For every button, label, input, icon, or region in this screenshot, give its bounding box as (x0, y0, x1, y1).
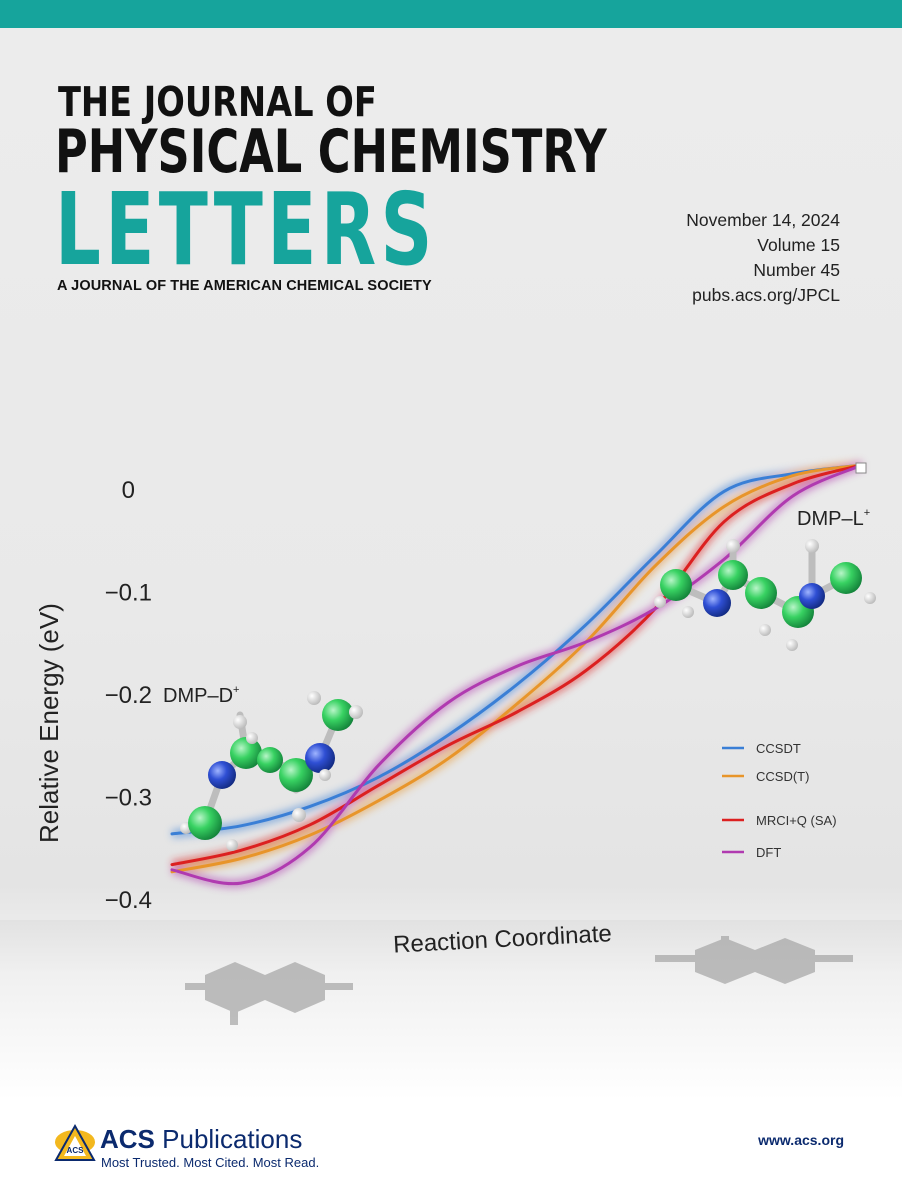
dmp-d-molecule (180, 691, 363, 851)
curve-end-marker (855, 462, 867, 474)
acs-website-link[interactable]: www.acs.org (758, 1132, 844, 1148)
legend-label-ccsd-t: CCSD(T) (756, 769, 809, 784)
y-tick-label: −0.4 (105, 887, 152, 914)
dmp-l-label: DMP–L+ (797, 507, 870, 530)
issue-url[interactable]: pubs.acs.org/JPCL (692, 285, 840, 305)
issue-number: Number 45 (753, 260, 840, 280)
y-axis-ticks: 0 −0.1 −0.2 −0.3 −0.4 (105, 477, 152, 914)
acs-logo-icon: ACS (54, 1123, 96, 1161)
dmp-d-label: DMP–D+ (163, 684, 239, 707)
series-line-ccsd-t (170, 463, 864, 874)
journal-title-line2: PHYSICAL CHEMISTRY (55, 117, 607, 187)
y-axis-label: Relative Energy (eV) (34, 603, 64, 843)
y-tick-label: −0.2 (105, 682, 152, 709)
journal-title-line1: THE JOURNAL OF (58, 78, 377, 126)
svg-text:ACS: ACS (67, 1146, 85, 1155)
series-line-dft (170, 463, 864, 886)
right-shadow-graphic (655, 936, 853, 984)
x-axis-label: Reaction Coordinate (392, 920, 612, 958)
legend-label-mrci-q-sa: MRCI+Q (SA) (756, 813, 837, 828)
energy-chart: 0 −0.1 −0.2 −0.3 −0.4 Relative Energy (eV) R… (34, 461, 876, 1025)
acs-tagline: Most Trusted. Most Cited. Most Read. (101, 1155, 320, 1170)
acs-publications-wordmark: ACS Publications (100, 1124, 303, 1154)
issue-date: November 14, 2024 (686, 210, 840, 230)
y-tick-label: −0.1 (105, 580, 152, 607)
issue-info: November 14, 2024 Volume 15 Number 45 pu… (686, 208, 840, 308)
top-accent-bar (0, 0, 902, 28)
y-tick-label: −0.3 (105, 785, 152, 812)
left-shadow-graphic (185, 962, 353, 1025)
dmp-l-molecule (654, 539, 876, 651)
chart-legend: CCSDT CCSD(T) MRCI+Q (SA) DFT (722, 741, 837, 860)
legend-label-ccsdt: CCSDT (756, 741, 801, 756)
journal-title-line3: LETTERS (55, 171, 437, 288)
issue-volume: Volume 15 (757, 235, 840, 255)
legend-label-dft: DFT (756, 845, 781, 860)
y-tick-label: 0 (122, 477, 135, 504)
series-line-mrci-q-sa (170, 463, 864, 867)
journal-subtitle: A JOURNAL OF THE AMERICAN CHEMICAL SOCIE… (57, 278, 432, 294)
